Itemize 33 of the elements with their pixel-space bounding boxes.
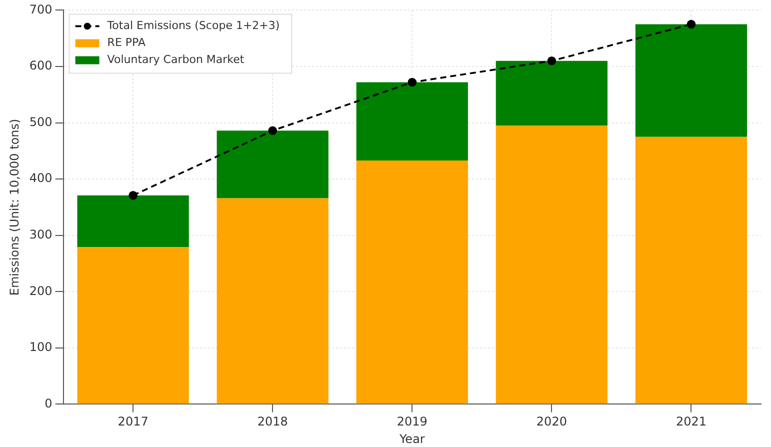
y-tick-label: 100 — [29, 340, 52, 354]
y-tick-label: 300 — [29, 227, 52, 242]
bar — [635, 24, 748, 137]
y-tick-label: 700 — [29, 2, 52, 16]
bar — [356, 82, 468, 160]
bar — [496, 60, 608, 126]
legend-label: Total Emissions (Scope 1+2+3) — [106, 19, 280, 32]
point — [547, 56, 556, 66]
point — [128, 190, 138, 200]
y-tick-label: 400 — [29, 171, 52, 186]
bar — [216, 130, 328, 198]
y-tick-label: 0 — [44, 396, 52, 410]
x-axis-title: Year — [398, 432, 425, 446]
y-tick-label: 500 — [29, 114, 52, 129]
bar — [356, 160, 468, 404]
bar — [77, 195, 189, 248]
x-tick-label: 2020 — [536, 414, 567, 429]
x-tick-label: 2017 — [118, 414, 148, 429]
legend-label: Voluntary Carbon Market — [107, 53, 245, 66]
x-tick-label: 2018 — [257, 414, 288, 429]
x-tick-label: 2019 — [396, 414, 428, 429]
bar — [496, 126, 608, 404]
bar — [635, 136, 748, 404]
x-tick-label: 2021 — [676, 414, 707, 429]
bar — [77, 247, 189, 404]
y-tick-label: 600 — [29, 58, 52, 73]
point — [686, 20, 696, 29]
legend-label: RE PPA — [107, 36, 146, 50]
point — [268, 126, 278, 136]
y-axis-title: Emissions (Unit: 10,000 tons) — [7, 118, 22, 296]
y-tick-label: 200 — [29, 284, 52, 298]
bar — [216, 198, 328, 404]
point — [408, 78, 417, 87]
